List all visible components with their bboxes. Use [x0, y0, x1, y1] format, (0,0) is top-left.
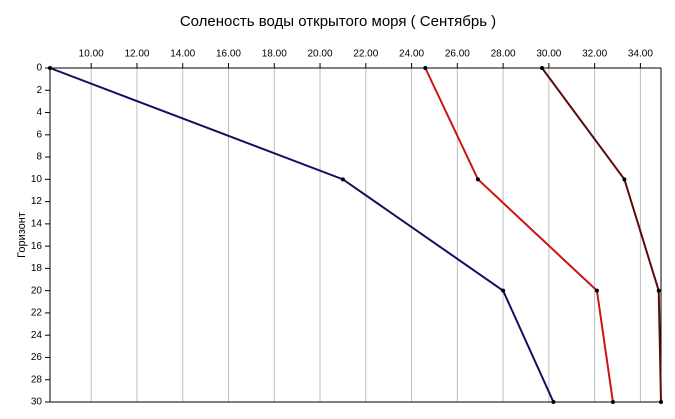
series-line — [541, 67, 662, 403]
point — [659, 400, 663, 404]
y-tick-label: 16 — [31, 241, 43, 252]
chart-title: Соленость воды открытого моря ( Сентябрь… — [180, 13, 496, 30]
point — [594, 288, 599, 293]
point — [423, 66, 428, 70]
y-tick-label: 6 — [36, 129, 42, 140]
x-tick-label: 20.00 — [308, 49, 333, 60]
y-tick-label: 30 — [31, 397, 43, 408]
x-tick-label: 24.00 — [399, 49, 424, 60]
point — [656, 288, 661, 293]
x-tick-label: 34.00 — [628, 49, 653, 60]
x-tick-label: 26.00 — [445, 49, 470, 60]
y-tick-label: 28 — [31, 374, 43, 385]
point — [48, 66, 52, 70]
x-tick-label: 14.00 — [170, 49, 195, 60]
y-tick-label: 4 — [36, 107, 42, 118]
series-line — [424, 67, 614, 403]
point — [501, 288, 506, 293]
y-tick-label: 22 — [31, 308, 43, 319]
series-line — [49, 67, 555, 403]
y-tick-label: 2 — [36, 85, 42, 96]
point — [551, 400, 556, 404]
y-tick-label: 0 — [36, 63, 42, 74]
y-tick-label: 18 — [31, 263, 43, 274]
x-tick-label: 16.00 — [216, 49, 241, 60]
y-tick-label: 20 — [31, 285, 43, 296]
y-tick-label: 26 — [31, 352, 43, 363]
x-tick-label: 12.00 — [124, 49, 149, 60]
x-tick-label: 30.00 — [536, 49, 561, 60]
point — [340, 177, 345, 182]
y-tick-label: 12 — [31, 196, 43, 207]
y-tick-label: 8 — [36, 152, 42, 163]
x-tick-label: 18.00 — [262, 49, 287, 60]
x-tick-label: 22.00 — [353, 49, 378, 60]
x-tick-label: 28.00 — [491, 49, 516, 60]
point — [540, 66, 545, 70]
y-tick-label: 14 — [31, 219, 43, 230]
x-tick-label: 32.00 — [582, 49, 607, 60]
point — [475, 177, 480, 182]
point — [622, 177, 627, 182]
y-axis-label: Горизонт — [16, 212, 28, 258]
point — [610, 400, 615, 404]
y-tick-label: 24 — [31, 330, 43, 341]
y-tick-label: 10 — [31, 174, 43, 185]
x-tick-label: 10.00 — [79, 49, 104, 60]
